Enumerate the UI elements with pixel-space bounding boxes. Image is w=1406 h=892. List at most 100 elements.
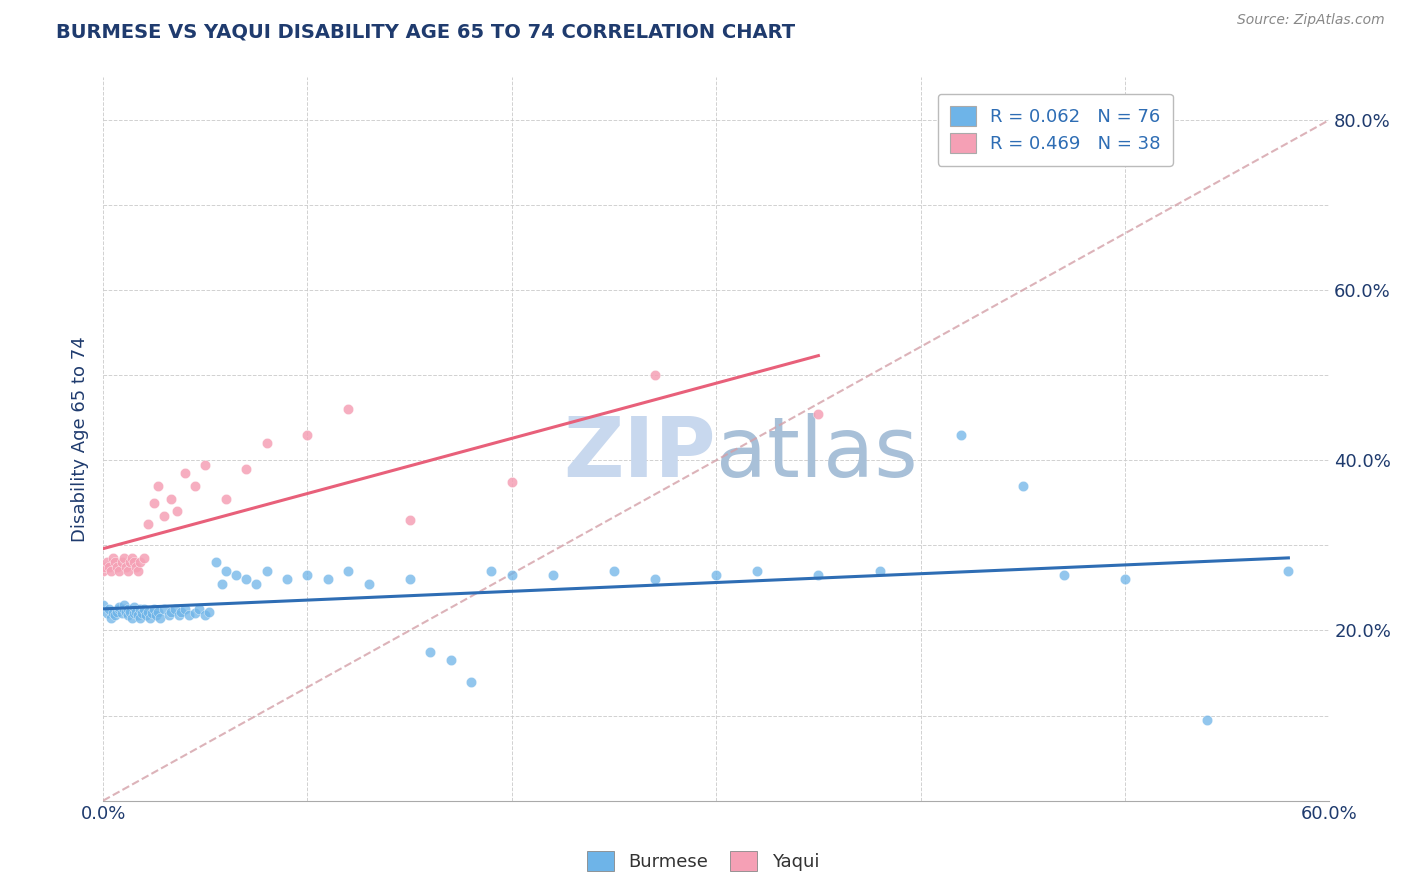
Point xyxy=(1277,564,1299,578)
Point xyxy=(460,674,482,689)
Point xyxy=(337,402,360,417)
Point xyxy=(481,564,503,578)
Point xyxy=(104,555,127,569)
Point xyxy=(245,576,267,591)
Legend: Burmese, Yaqui: Burmese, Yaqui xyxy=(579,844,827,879)
Point xyxy=(157,608,180,623)
Point xyxy=(950,427,973,442)
Point xyxy=(136,517,159,532)
Point xyxy=(177,608,200,623)
Point xyxy=(170,605,193,619)
Point xyxy=(121,610,143,624)
Point xyxy=(807,568,830,582)
Point xyxy=(184,607,207,621)
Point xyxy=(1195,713,1218,727)
Point xyxy=(256,436,278,450)
Point xyxy=(132,551,155,566)
Point xyxy=(173,466,195,480)
Point xyxy=(129,602,152,616)
Point xyxy=(163,602,186,616)
Point xyxy=(110,555,132,569)
Point xyxy=(1011,479,1033,493)
Point xyxy=(141,607,163,621)
Point xyxy=(96,607,118,621)
Point xyxy=(114,605,136,619)
Point xyxy=(107,559,129,574)
Point xyxy=(149,610,172,624)
Point xyxy=(91,598,114,612)
Point xyxy=(143,496,166,510)
Point xyxy=(117,564,139,578)
Point xyxy=(166,504,188,518)
Point xyxy=(125,559,148,574)
Point xyxy=(108,602,131,616)
Point xyxy=(117,608,139,623)
Point xyxy=(869,564,891,578)
Point xyxy=(148,479,170,493)
Point xyxy=(215,564,238,578)
Point xyxy=(139,610,162,624)
Point xyxy=(145,608,167,623)
Point xyxy=(439,653,461,667)
Point xyxy=(122,555,145,569)
Text: BURMESE VS YAQUI DISABILITY AGE 65 TO 74 CORRELATION CHART: BURMESE VS YAQUI DISABILITY AGE 65 TO 74… xyxy=(56,22,796,41)
Point xyxy=(644,368,666,383)
Point xyxy=(127,608,149,623)
Point xyxy=(98,559,121,574)
Point xyxy=(256,564,278,578)
Point xyxy=(159,605,181,619)
Point xyxy=(96,555,118,569)
Y-axis label: Disability Age 65 to 74: Disability Age 65 to 74 xyxy=(72,336,89,542)
Point xyxy=(644,573,666,587)
Point xyxy=(135,608,157,623)
Point xyxy=(204,555,226,569)
Point xyxy=(194,458,217,472)
Point xyxy=(1114,573,1136,587)
Point xyxy=(129,610,152,624)
Point xyxy=(91,564,114,578)
Point xyxy=(131,607,153,621)
Point xyxy=(121,551,143,566)
Point xyxy=(153,508,176,523)
Point xyxy=(143,602,166,616)
Point xyxy=(107,605,129,619)
Point xyxy=(122,599,145,614)
Point xyxy=(129,555,152,569)
Point xyxy=(704,568,727,582)
Point xyxy=(603,564,626,578)
Point xyxy=(211,576,233,591)
Point xyxy=(167,608,190,623)
Point xyxy=(148,605,170,619)
Point xyxy=(104,608,127,623)
Point xyxy=(112,551,135,566)
Point xyxy=(103,551,125,566)
Point xyxy=(118,555,141,569)
Point xyxy=(198,605,221,619)
Legend: R = 0.062   N = 76, R = 0.469   N = 38: R = 0.062 N = 76, R = 0.469 N = 38 xyxy=(938,94,1173,166)
Text: atlas: atlas xyxy=(716,413,918,494)
Point xyxy=(188,602,211,616)
Point xyxy=(94,559,117,574)
Text: Source: ZipAtlas.com: Source: ZipAtlas.com xyxy=(1237,13,1385,28)
Point xyxy=(235,462,257,476)
Point xyxy=(108,599,131,614)
Point xyxy=(114,559,136,574)
Point xyxy=(501,568,523,582)
Point xyxy=(807,407,830,421)
Point xyxy=(173,602,195,616)
Point xyxy=(316,573,339,587)
Point xyxy=(194,608,217,623)
Point xyxy=(136,605,159,619)
Point xyxy=(112,598,135,612)
Point xyxy=(215,491,238,506)
Point xyxy=(108,564,131,578)
Point xyxy=(1052,568,1074,582)
Point xyxy=(159,491,181,506)
Point xyxy=(132,602,155,616)
Point xyxy=(117,602,139,616)
Point xyxy=(118,605,141,619)
Point xyxy=(98,602,121,616)
Point xyxy=(745,564,768,578)
Point xyxy=(125,605,148,619)
Point xyxy=(297,568,319,582)
